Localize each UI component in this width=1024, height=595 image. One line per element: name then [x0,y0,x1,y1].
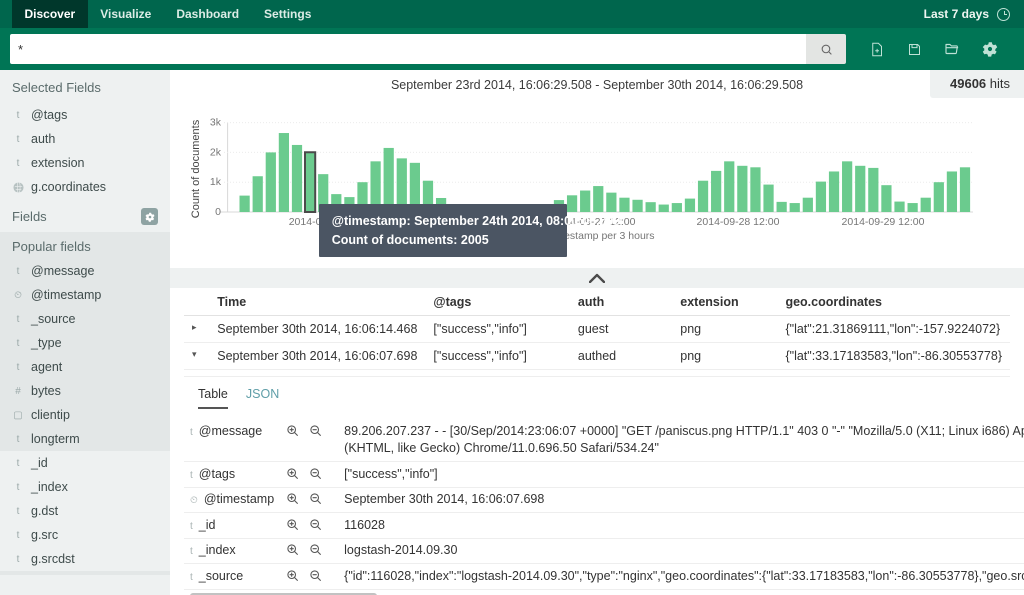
svg-text:2014-09-28 12:00: 2014-09-28 12:00 [697,216,780,228]
svg-text:1k: 1k [210,176,222,188]
svg-text:2014-09-29 12:00: 2014-09-29 12:00 [842,216,925,228]
svg-text:3k: 3k [210,117,222,129]
svg-text:2k: 2k [210,146,222,158]
svg-text:Count of documents: Count of documents [190,119,202,218]
svg-text:0: 0 [215,206,221,218]
